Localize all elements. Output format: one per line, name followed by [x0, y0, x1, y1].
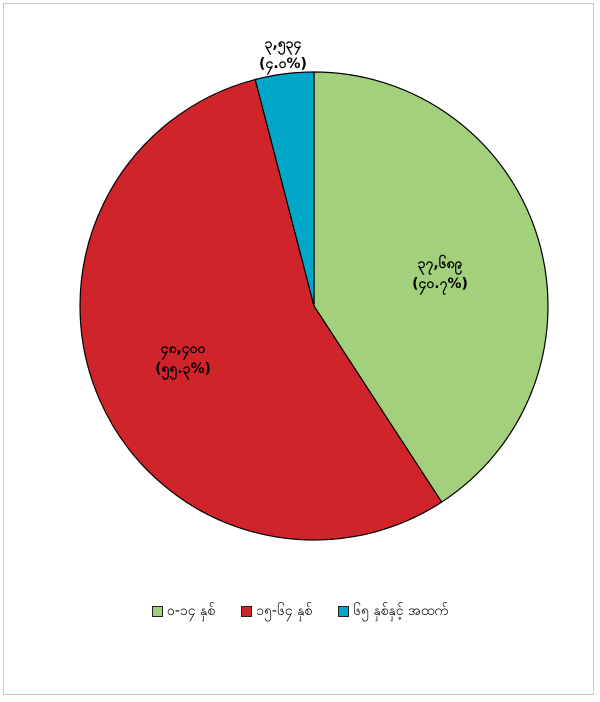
- data-label-value-2: ၃,၅၃၄: [265, 36, 302, 55]
- legend-label-2: ၆၅ နှစ်နှင့် အထက်: [353, 603, 449, 619]
- legend-swatch-0: [151, 606, 163, 617]
- data-label-percent-0: (၄၀.၇%): [412, 276, 468, 295]
- legend-item-2: ၆၅ နှစ်နှင့် အထက်: [338, 601, 448, 622]
- legend-label-0: ၀-၁၄ နှစ်: [166, 603, 216, 619]
- data-label-percent-2: (၄.၀%): [259, 56, 307, 75]
- data-label-value-0: ၃၇,၆၈၉: [418, 255, 464, 275]
- data-label-value-1: ၄၈,၄၀၀: [161, 341, 207, 360]
- legend-item-0: ၀-၁၄ နှစ်: [151, 601, 216, 622]
- pie-slice-0: [313, 71, 549, 503]
- legend-swatch-2: [338, 606, 350, 617]
- legend: ၀-၁၄ နှစ် ၁၅-၆၄ နှစ် ၆၅ နှစ်နှင့် အထက်: [0, 601, 600, 622]
- data-label-percent-1: (၅၅.၃%): [155, 361, 211, 380]
- legend-label-1: ၁၅-၆၄ နှစ်: [256, 603, 313, 619]
- pie-slice-1: [79, 78, 443, 541]
- pie-slice-2: [254, 71, 315, 307]
- legend-item-1: ၁၅-၆၄ နှစ်: [241, 601, 312, 622]
- legend-swatch-1: [241, 606, 253, 617]
